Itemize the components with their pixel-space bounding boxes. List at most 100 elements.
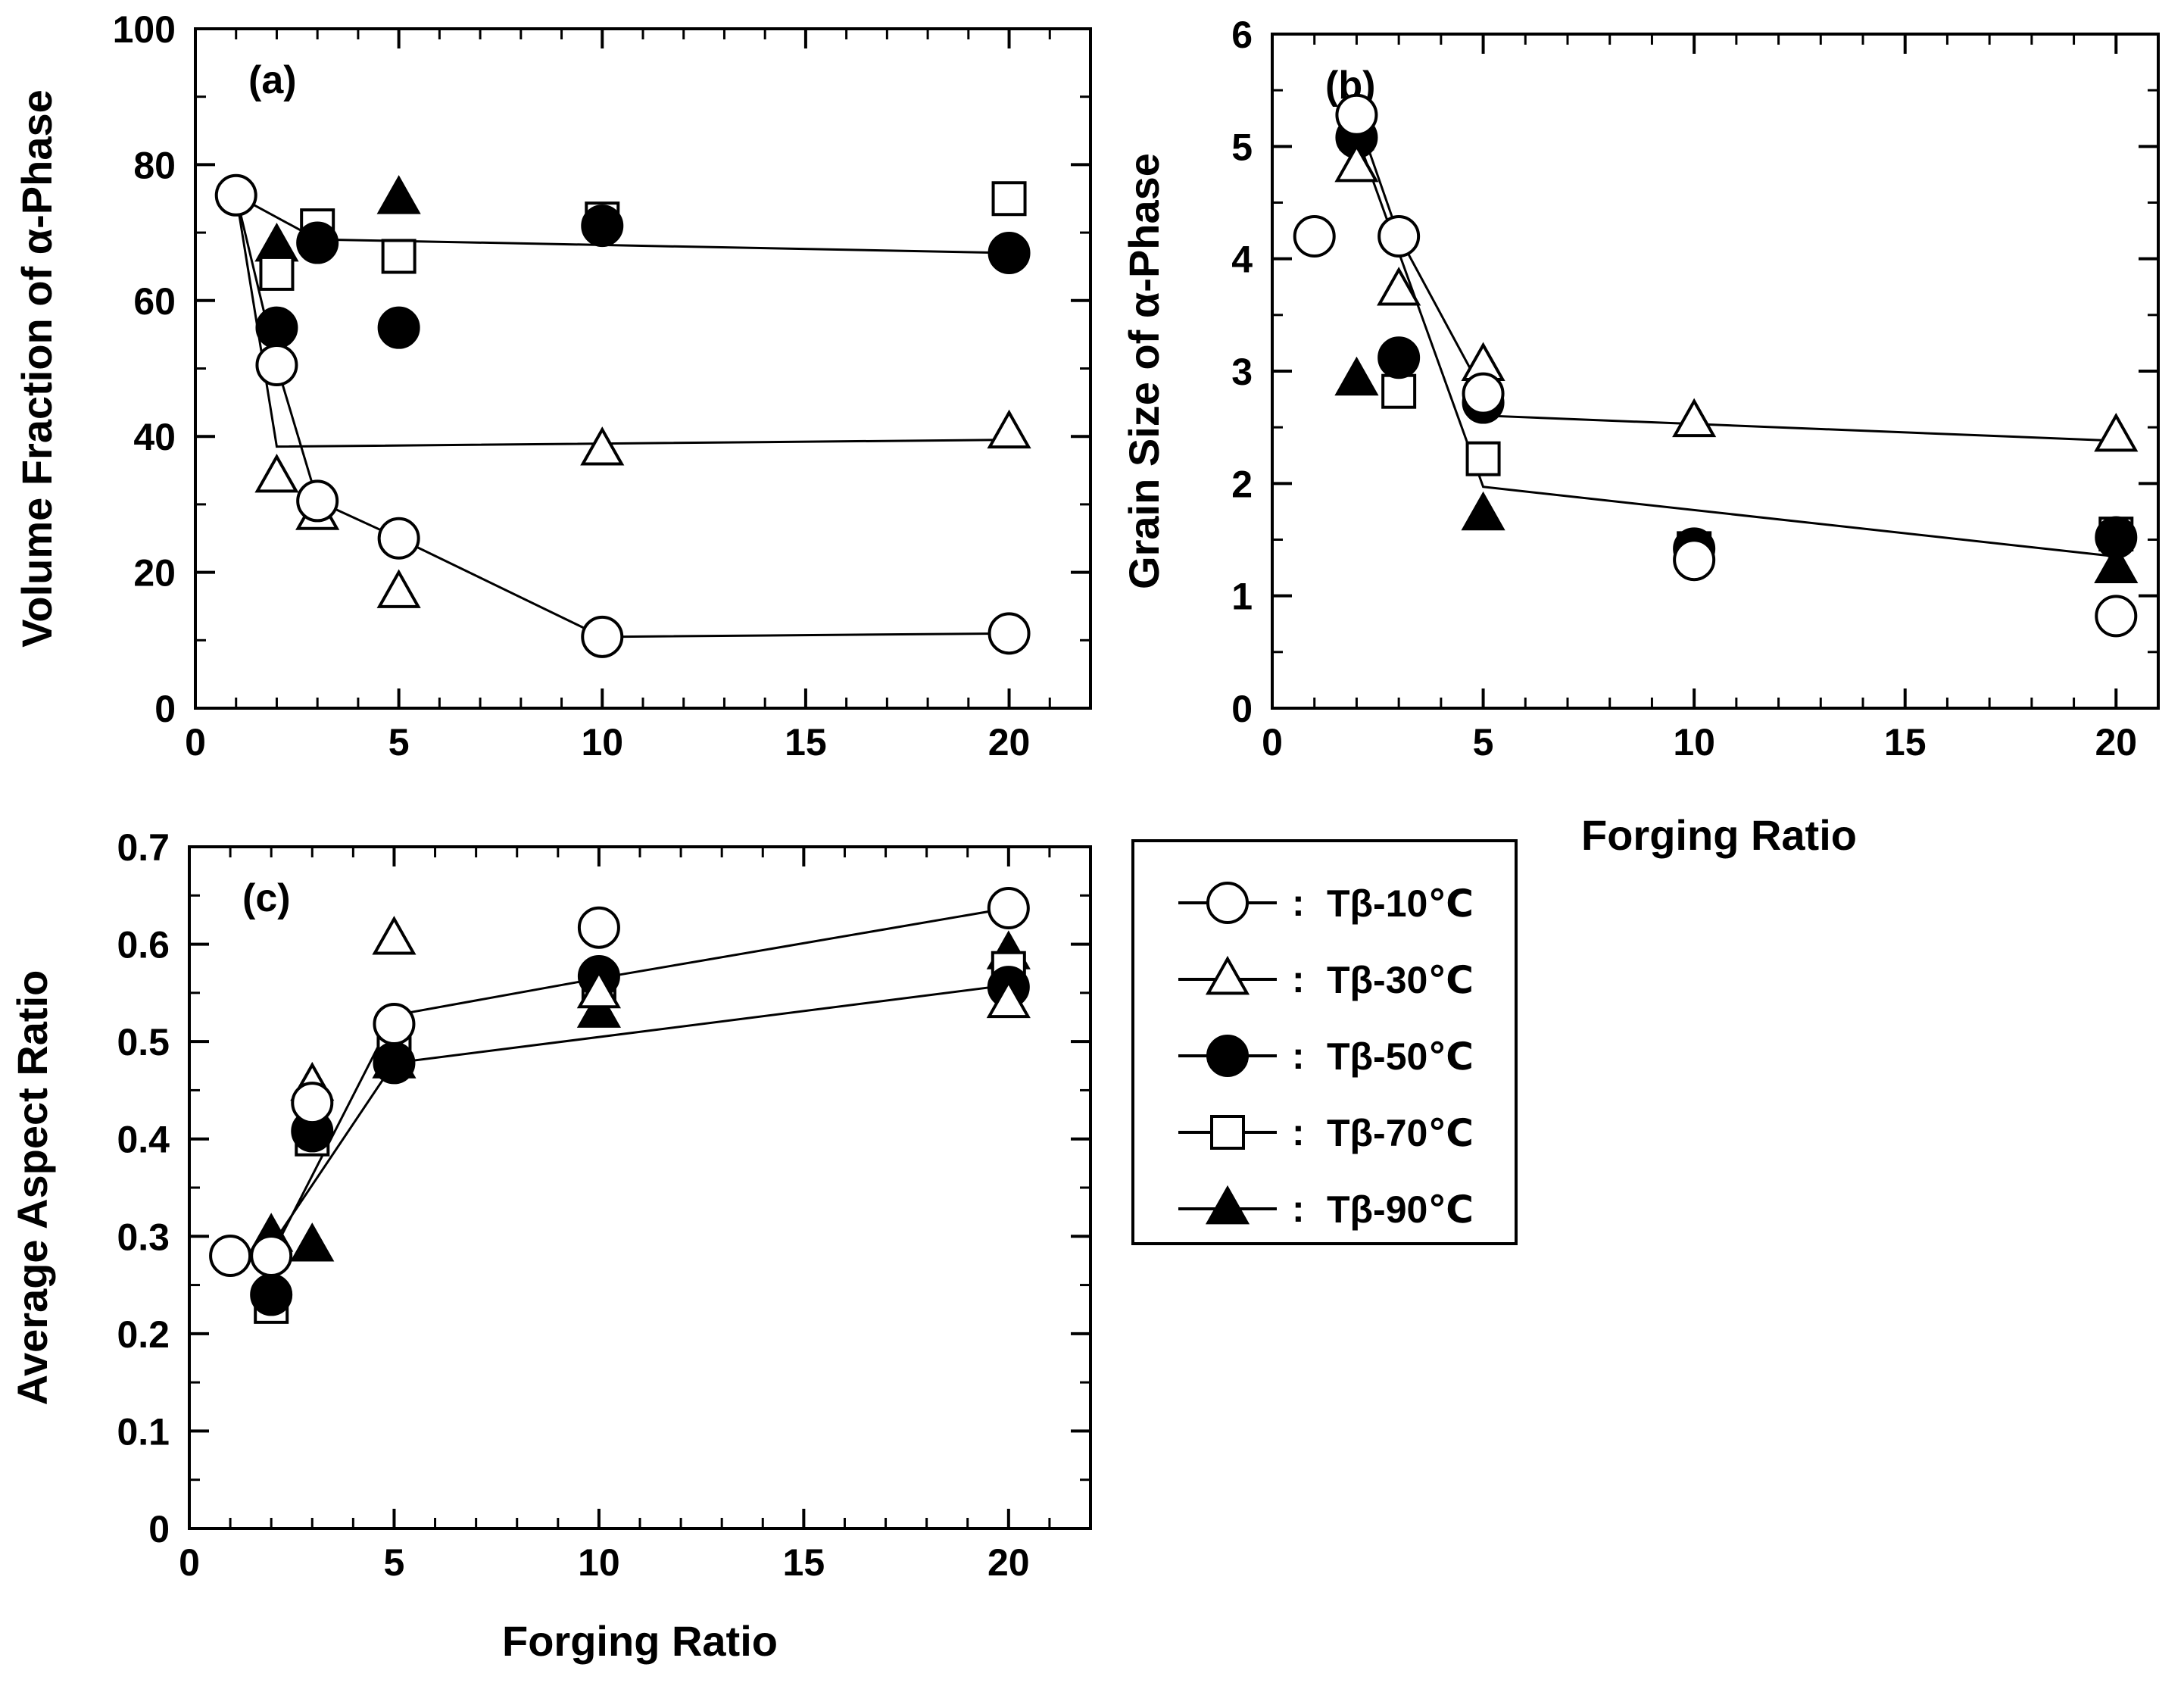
- panel-label: (c): [242, 876, 291, 920]
- y-tick-label: 0: [148, 1508, 170, 1550]
- y-tick-label: 6: [1231, 14, 1253, 56]
- data-point: [581, 615, 624, 658]
- data-point: [254, 453, 299, 493]
- data-point: [2095, 516, 2138, 559]
- x-tick-label: 10: [581, 721, 623, 763]
- legend-label: Tβ-10℃: [1327, 882, 1474, 925]
- data-point: [250, 1235, 293, 1277]
- legend-marker-square-open-icon: [1210, 1115, 1245, 1150]
- data-point: [580, 426, 625, 466]
- x-axis-title: Forging Ratio: [1581, 811, 1857, 859]
- y-tick-label: 0.4: [117, 1119, 170, 1161]
- x-tick-label: 10: [1673, 721, 1715, 763]
- data-point: [1377, 215, 1421, 258]
- data-point: [373, 1041, 416, 1085]
- data-point: [576, 969, 621, 1009]
- x-tick-label: 5: [384, 1541, 405, 1584]
- data-point: [1377, 267, 1421, 306]
- legend-label: Tβ-50℃: [1327, 1035, 1474, 1078]
- data-point: [987, 232, 1031, 275]
- data-point: [376, 175, 421, 214]
- legend-separator: :: [1292, 1111, 1305, 1154]
- y-tick-label: 0: [154, 688, 176, 730]
- y-tick-label: 0.2: [117, 1313, 170, 1356]
- legend-separator: :: [1292, 1035, 1305, 1077]
- x-tick-label: 10: [578, 1541, 620, 1584]
- data-point: [987, 612, 1031, 655]
- data-point: [986, 979, 1031, 1019]
- x-tick-label: 20: [987, 1541, 1030, 1584]
- data-point: [1381, 373, 1417, 409]
- x-tick-label: 0: [179, 1541, 200, 1584]
- data-point: [987, 409, 1031, 449]
- data-point: [255, 344, 298, 387]
- y-tick-label: 0.3: [117, 1216, 170, 1258]
- y-tick-label: 40: [133, 416, 176, 458]
- data-point: [377, 517, 420, 560]
- x-tick-label: 5: [1473, 721, 1494, 763]
- x-tick-label: 0: [1262, 721, 1283, 763]
- data-point: [372, 916, 417, 955]
- data-point: [209, 1235, 252, 1277]
- data-point: [1672, 398, 1717, 438]
- y-tick-label: 2: [1231, 463, 1253, 505]
- x-axis-title: Forging Ratio: [502, 1617, 778, 1665]
- legend-entry: : Tβ-70℃: [1178, 1111, 1474, 1154]
- data-point: [381, 239, 417, 274]
- x-tick-label: 15: [785, 721, 827, 763]
- legend-separator: :: [1292, 958, 1305, 1001]
- legend: : Tβ-10℃: Tβ-30℃: Tβ-50℃: Tβ-70℃: Tβ-90℃: [1131, 839, 1518, 1245]
- data-point: [2095, 595, 2138, 638]
- data-point: [250, 1273, 293, 1316]
- data-point: [1335, 93, 1378, 136]
- data-point: [987, 887, 1030, 929]
- trend-line: [230, 907, 1009, 1257]
- y-tick-label: 100: [113, 8, 176, 51]
- data-point: [1377, 336, 1421, 379]
- y-tick-label: 60: [133, 280, 176, 323]
- data-point: [255, 306, 298, 349]
- panel-label: (a): [248, 58, 297, 102]
- data-point: [991, 181, 1027, 217]
- panel-a: 0 5 10 15 20 0 20 40 60 80 100 Volume Fraction of α…: [13, 8, 1092, 763]
- data-point: [290, 1222, 335, 1262]
- data-point: [1334, 356, 1379, 396]
- data-point: [2094, 412, 2139, 452]
- y-tick-label: 80: [133, 144, 176, 186]
- panel-c: 0 5 10 15 20 0 0.1 0.2 0.3 0.4 0.5 0.6 0.7 Average As…: [8, 826, 1092, 1665]
- y-tick-label: 3: [1231, 351, 1253, 393]
- data-point: [296, 221, 339, 264]
- data-point: [377, 306, 420, 349]
- data-point: [1462, 372, 1505, 415]
- legend-separator: :: [1292, 882, 1305, 924]
- legend-marker-circle-filled-icon: [1206, 1035, 1249, 1077]
- data-point: [373, 1003, 416, 1045]
- legend-marker-circle-open-icon: [1206, 882, 1249, 924]
- panel-b: 0 5 10 15 20 0 1 2 3 4 5 6 Grain Size of α-Phase Forg…: [1120, 14, 2160, 859]
- y-tick-label: 5: [1231, 126, 1253, 168]
- trend-line: [235, 195, 1009, 638]
- legend-box: [1131, 839, 1518, 1245]
- y-tick-label: 0.6: [117, 924, 170, 966]
- plot-frame: [188, 845, 1092, 1530]
- x-tick-label: 0: [185, 721, 206, 763]
- data-point: [376, 569, 421, 608]
- legend-entry: : Tβ-90℃: [1178, 1185, 1474, 1231]
- y-tick-label: 20: [133, 552, 176, 595]
- data-point: [2094, 544, 2139, 583]
- y-axis-title: Grain Size of α-Phase: [1120, 153, 1168, 589]
- y-tick-label: 1: [1231, 576, 1253, 618]
- data-point: [214, 173, 257, 217]
- data-point: [1461, 491, 1505, 531]
- y-tick-label: 0.5: [117, 1021, 170, 1063]
- legend-label: Tβ-70℃: [1327, 1112, 1474, 1154]
- y-tick-label: 0.7: [117, 826, 170, 869]
- data-point: [576, 988, 621, 1028]
- trend-line: [1356, 134, 2117, 558]
- data-point: [581, 205, 624, 248]
- data-point: [1465, 441, 1501, 476]
- x-tick-label: 20: [988, 721, 1031, 763]
- y-tick-label: 0: [1231, 688, 1253, 730]
- plot-frame: [194, 27, 1092, 710]
